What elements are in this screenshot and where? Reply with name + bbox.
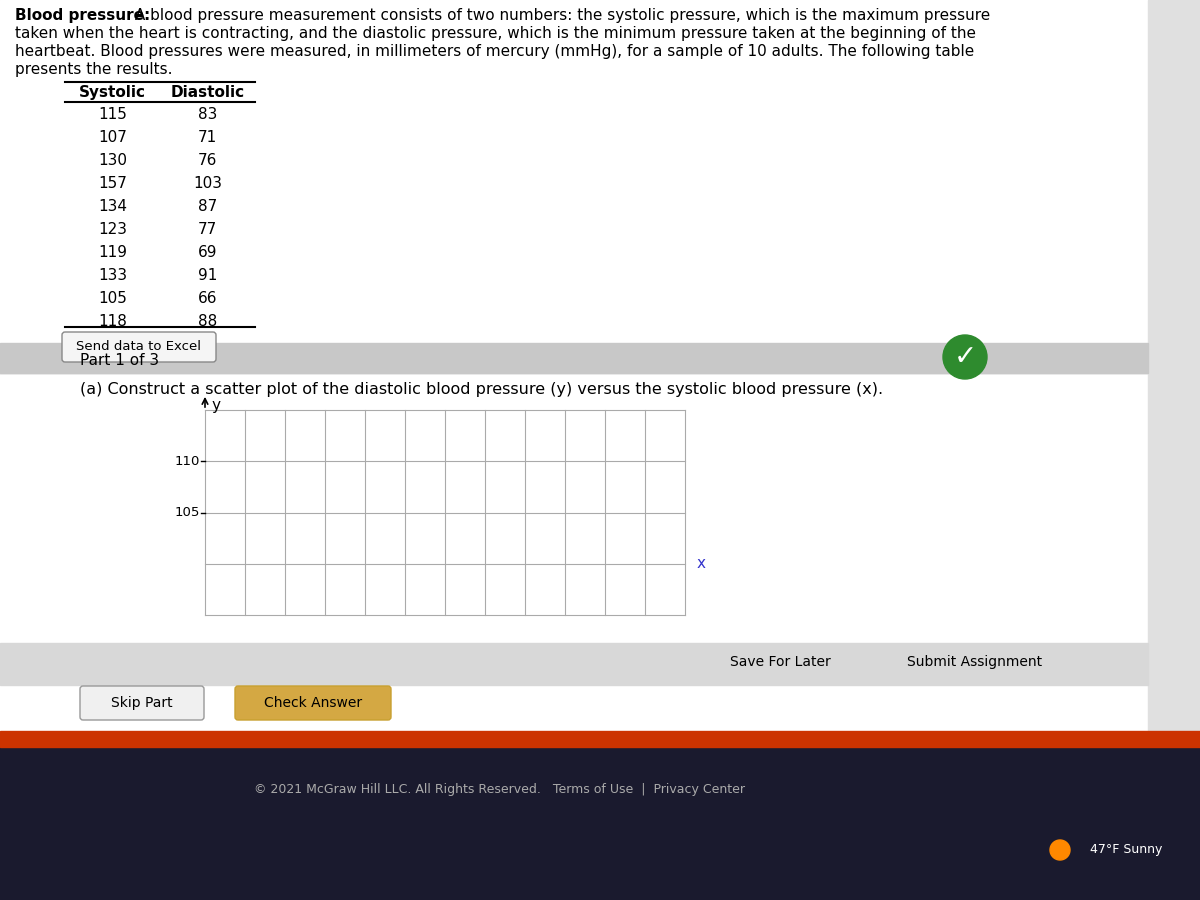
Text: 110: 110 <box>175 454 200 468</box>
Bar <box>0 0 1148 370</box>
Text: y: y <box>212 398 221 413</box>
Text: 66: 66 <box>198 291 217 306</box>
Text: 157: 157 <box>98 176 127 191</box>
Text: © 2021 McGraw Hill LLC. All Rights Reserved.   Terms of Use  |  Privacy Center: © 2021 McGraw Hill LLC. All Rights Reser… <box>254 784 745 796</box>
Bar <box>0 747 1200 900</box>
Text: 123: 123 <box>98 222 127 237</box>
Text: Submit Assignment: Submit Assignment <box>907 655 1043 669</box>
Text: heartbeat. Blood pressures were measured, in millimeters of mercury (mmHg), for : heartbeat. Blood pressures were measured… <box>14 44 974 59</box>
Text: Blood pressure:: Blood pressure: <box>14 8 150 23</box>
Text: 76: 76 <box>198 153 217 168</box>
Text: 119: 119 <box>98 245 127 260</box>
Text: 83: 83 <box>198 107 217 122</box>
Bar <box>0 731 1200 747</box>
Text: 105: 105 <box>98 291 127 306</box>
Bar <box>0 375 1148 740</box>
Text: Systolic: Systolic <box>79 85 146 100</box>
Text: 77: 77 <box>198 222 217 237</box>
Text: x: x <box>697 556 706 572</box>
Text: 103: 103 <box>193 176 222 191</box>
Text: 87: 87 <box>198 199 217 214</box>
Text: 71: 71 <box>198 130 217 145</box>
Circle shape <box>1050 840 1070 860</box>
Text: taken when the heart is contracting, and the diastolic pressure, which is the mi: taken when the heart is contracting, and… <box>14 26 976 41</box>
Text: 133: 133 <box>98 268 127 283</box>
Text: (a) Construct a scatter plot of the diastolic blood pressure (y) versus the syst: (a) Construct a scatter plot of the dias… <box>80 382 883 397</box>
Text: A blood pressure measurement consists of two numbers: the systolic pressure, whi: A blood pressure measurement consists of… <box>130 8 990 23</box>
Text: Send data to Excel: Send data to Excel <box>77 340 202 354</box>
FancyBboxPatch shape <box>80 686 204 720</box>
Bar <box>0 643 1148 685</box>
Text: Diastolic: Diastolic <box>170 85 245 100</box>
Text: 130: 130 <box>98 153 127 168</box>
Text: 118: 118 <box>98 314 127 329</box>
Text: Save For Later: Save For Later <box>730 655 830 669</box>
Circle shape <box>943 335 986 379</box>
Text: Check Answer: Check Answer <box>264 696 362 710</box>
Text: 69: 69 <box>198 245 217 260</box>
Text: Skip Part: Skip Part <box>112 696 173 710</box>
Text: 107: 107 <box>98 130 127 145</box>
Text: 88: 88 <box>198 314 217 329</box>
Bar <box>205 410 685 615</box>
Text: presents the results.: presents the results. <box>14 62 173 77</box>
Text: 105: 105 <box>175 506 200 519</box>
Text: Part 1 of 3: Part 1 of 3 <box>80 353 160 368</box>
FancyBboxPatch shape <box>62 332 216 362</box>
Bar <box>0 343 1148 373</box>
FancyBboxPatch shape <box>235 686 391 720</box>
Text: 47°F Sunny: 47°F Sunny <box>1090 843 1163 857</box>
Text: 134: 134 <box>98 199 127 214</box>
Bar <box>1148 0 1200 900</box>
Text: 91: 91 <box>198 268 217 283</box>
Text: ✓: ✓ <box>953 343 977 371</box>
Text: 115: 115 <box>98 107 127 122</box>
